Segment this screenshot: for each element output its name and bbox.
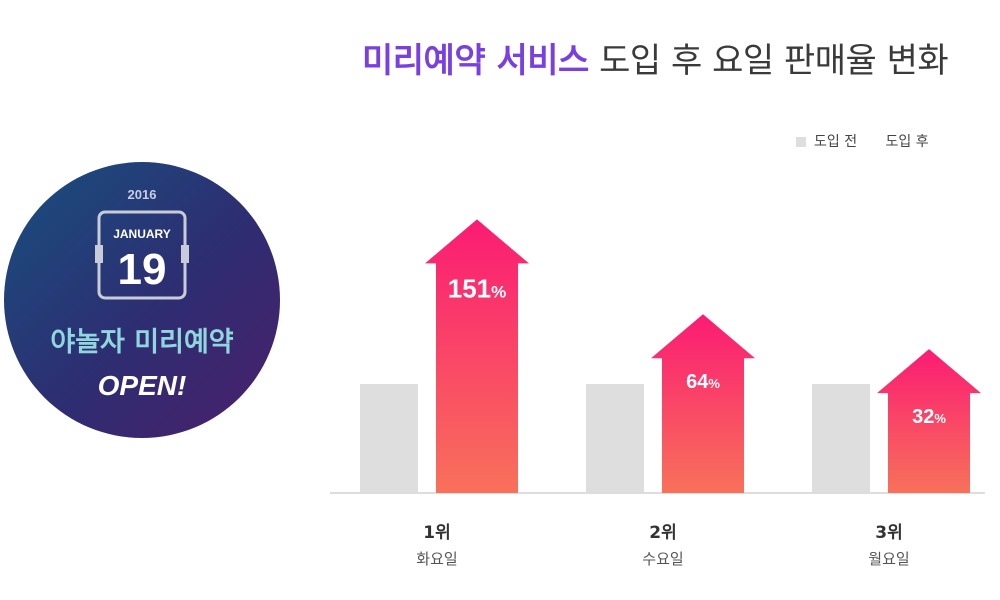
calendar-icon xyxy=(95,210,189,300)
bar-before-2 xyxy=(586,384,644,493)
badge-circle xyxy=(4,162,280,438)
category-rank-1: 1위 xyxy=(423,523,450,543)
arrow-after-2 xyxy=(651,314,755,493)
increase-label-3: 32% xyxy=(912,406,946,428)
increase-percent-3: % xyxy=(934,411,946,426)
increase-label-2: 64% xyxy=(686,371,720,393)
legend-item-before: 도입 전 xyxy=(796,130,857,154)
chart-title: 미리예약 서비스 도입 후 요일 판매율 변화 xyxy=(362,36,982,86)
badge-year: 2016 xyxy=(128,187,157,202)
legend-label-after: 도입 후 xyxy=(885,134,929,150)
increase-label-1: 151% xyxy=(448,273,507,303)
arrow-after-3 xyxy=(877,349,981,493)
title-rest: 도입 후 요일 판매율 변화 xyxy=(599,41,949,81)
title-accent: 미리예약 서비스 xyxy=(362,41,589,81)
legend-item-after: 도입 후 xyxy=(886,130,929,154)
arrow-after-1 xyxy=(425,219,529,493)
badge-open: OPEN! xyxy=(98,370,187,401)
legend: 도입 전 도입 후 xyxy=(796,130,953,154)
increase-number-1: 151 xyxy=(448,273,491,303)
legend-label-before: 도입 전 xyxy=(814,134,858,150)
bar-before-3 xyxy=(812,384,870,493)
category-day-1: 화요일 xyxy=(416,550,457,568)
category-rank-3: 3위 xyxy=(875,523,902,543)
badge-day: 19 xyxy=(118,245,167,294)
category-day-2: 수요일 xyxy=(642,550,683,568)
legend-swatch-before xyxy=(796,137,806,147)
category-rank-2: 2위 xyxy=(649,523,676,543)
category-day-3: 월요일 xyxy=(868,550,909,568)
increase-number-3: 32 xyxy=(912,406,934,428)
badge-headline: 야놀자 미리예약 xyxy=(50,327,233,358)
increase-number-2: 64 xyxy=(686,371,709,393)
launch-badge: 2016 JANUARY 19 야놀자 미리예약 OPEN! xyxy=(4,162,280,438)
bar-before-1 xyxy=(360,384,418,493)
increase-percent-2: % xyxy=(708,376,720,391)
badge-month: JANUARY xyxy=(113,227,171,241)
increase-percent-1: % xyxy=(491,282,506,301)
